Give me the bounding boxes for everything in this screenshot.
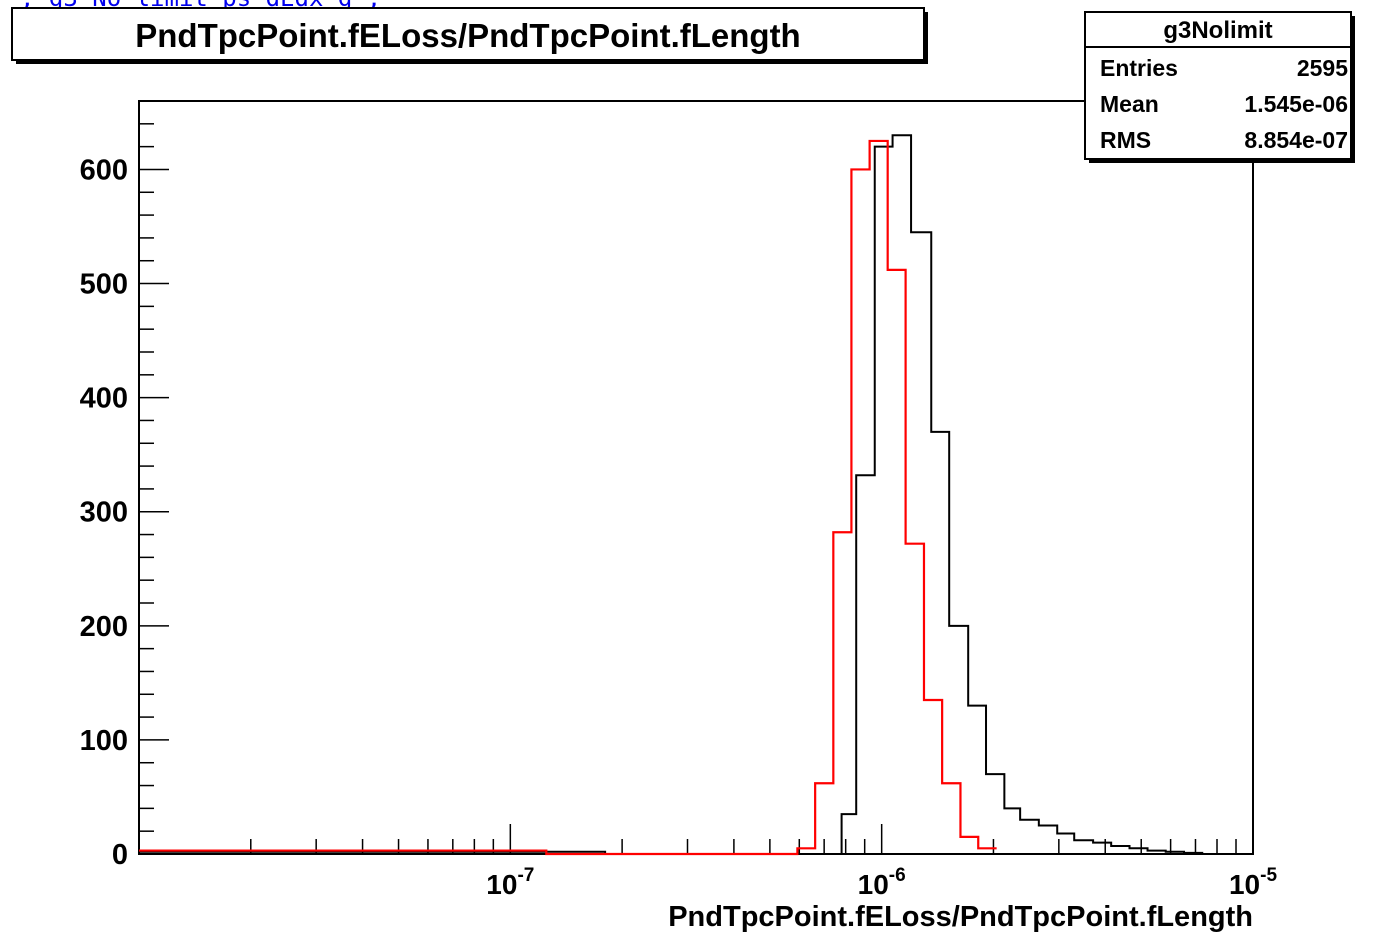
x-tick-label: 10-6 (858, 865, 906, 900)
stats-title: g3Nolimit (1163, 17, 1272, 44)
y-axis-ticks (139, 100, 169, 855)
x-axis-title: PndTpcPoint.fELoss/PndTpcPoint.fLength (668, 901, 1253, 933)
stats-rms-value: 8.854e-07 (1244, 127, 1348, 153)
histogram-series-2 (139, 139, 997, 856)
chart-title: PndTpcPoint.fELoss/PndTpcPoint.fLength (135, 17, 800, 54)
y-tick-label: 300 (80, 497, 128, 529)
x-tick-label: 10-7 (486, 865, 534, 900)
histogram-series-1 (139, 134, 1253, 855)
stats-entries-value: 2595 (1297, 55, 1348, 81)
y-tick-label: 500 (80, 269, 128, 301)
y-tick-label: 400 (80, 383, 128, 415)
stats-mean-value: 1.545e-06 (1244, 91, 1348, 117)
series-layer (139, 134, 1253, 856)
y-tick-label: 200 (80, 611, 128, 643)
stats-rms-label: RMS (1100, 127, 1151, 153)
stats-mean-label: Mean (1100, 91, 1159, 117)
y-tick-label: 100 (80, 725, 128, 757)
x-axis-labels: 10-7 10-6 10-5 (486, 865, 1277, 900)
y-axis-labels: 0 100 200 300 400 500 600 (80, 154, 128, 871)
stats-entries-label: Entries (1100, 55, 1178, 81)
y-tick-label: 0 (112, 839, 128, 871)
y-tick-label: 600 (80, 154, 128, 186)
title-box (11, 7, 925, 61)
x-tick-label: 10-5 (1229, 865, 1277, 900)
stats-box (1084, 11, 1352, 160)
x-axis-ticks (138, 824, 1254, 854)
plot-frame (138, 100, 1254, 855)
